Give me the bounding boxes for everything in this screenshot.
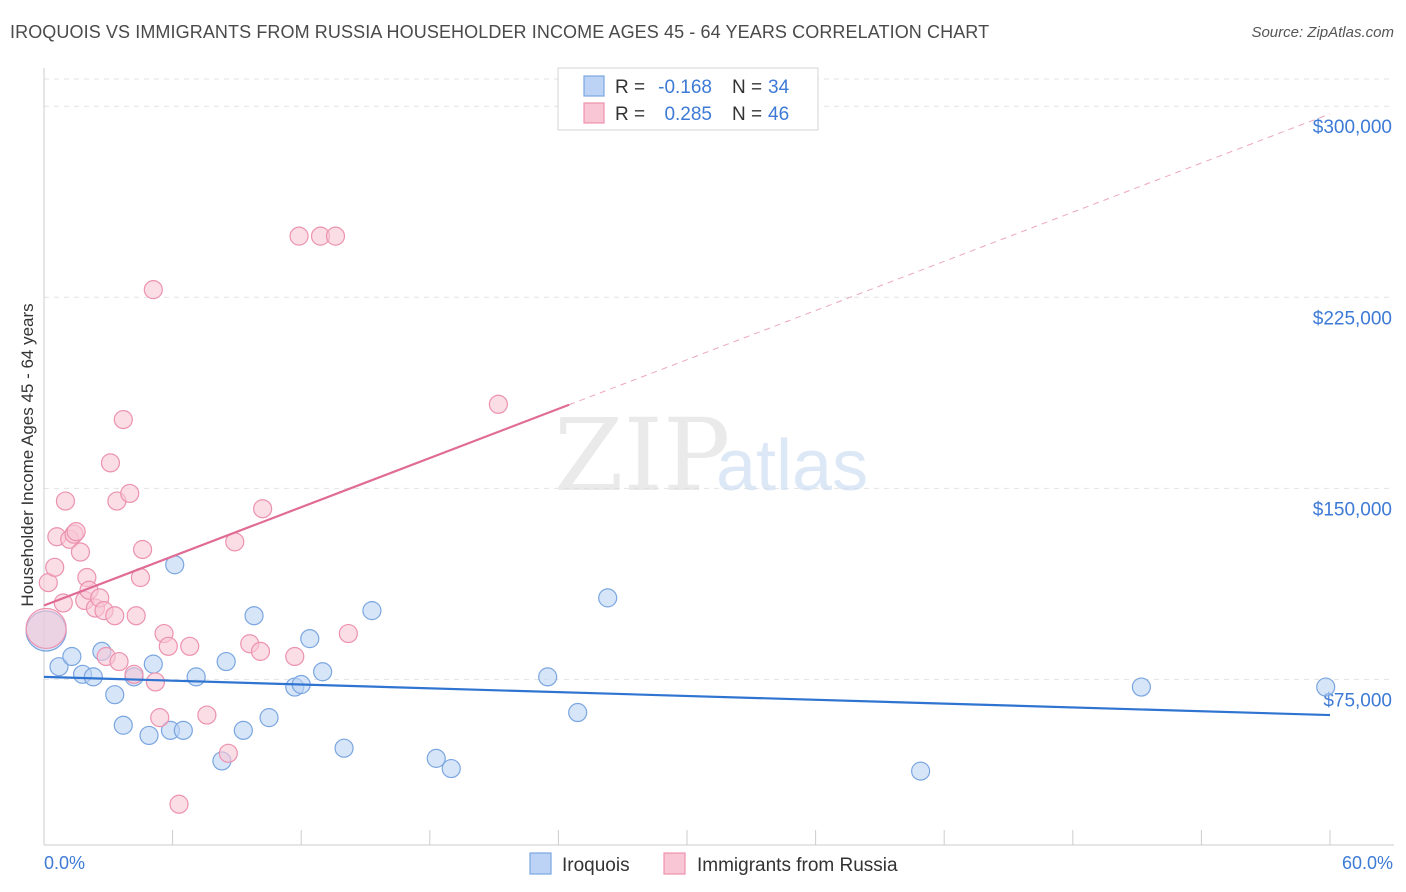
bottom-legend-swatch-iroquois <box>529 852 552 875</box>
russia-point <box>253 499 273 519</box>
iroquois-point <box>62 646 82 667</box>
iroquois-point <box>139 725 159 746</box>
russia-point <box>105 606 125 626</box>
russia-point <box>109 651 129 672</box>
russia-point <box>338 623 358 644</box>
russia-point <box>55 491 76 511</box>
russia-point <box>132 539 153 560</box>
russia-point <box>25 607 67 650</box>
watermark-zip: ZIP <box>554 397 730 514</box>
bottom-legend-label-iroquois: Iroquois <box>562 855 630 876</box>
y-tick-label: $225,000 <box>1313 308 1392 329</box>
russia-point <box>126 606 146 626</box>
legend-n-value: 34 <box>768 77 790 98</box>
y-tick-label: $75,000 <box>1323 690 1392 711</box>
russia-point <box>145 672 166 692</box>
russia-point <box>120 483 140 504</box>
iroquois-point <box>426 748 446 768</box>
legend-r-value: -0.168 <box>658 77 712 98</box>
russia-point <box>285 646 305 667</box>
russia-point <box>197 705 217 725</box>
iroquois-point <box>598 588 618 608</box>
x-tick-label-max: 60.0% <box>1342 853 1393 873</box>
iroquois-point <box>441 758 461 779</box>
iroquois-point <box>233 720 253 740</box>
chart-title: IROQUOIS VS IMMIGRANTS FROM RUSSIA HOUSE… <box>10 22 990 42</box>
iroquois-point <box>300 629 320 649</box>
y-tick-label: $300,000 <box>1313 117 1392 138</box>
russia-point <box>143 280 163 300</box>
iroquois-point <box>538 667 558 687</box>
russia-point <box>100 453 121 473</box>
russia-point <box>113 409 133 430</box>
russia-point <box>70 542 91 562</box>
legend-n-value: 46 <box>768 104 789 125</box>
russia-trend-line <box>43 403 570 607</box>
russia-trend-line-extension <box>568 113 1331 406</box>
russia-point <box>53 593 73 613</box>
legend-r-value: 0.285 <box>664 104 712 125</box>
iroquois-point <box>83 667 103 687</box>
iroquois-point <box>259 708 279 728</box>
legend-swatch-russia <box>583 102 605 124</box>
iroquois-point <box>334 738 354 758</box>
iroquois-point <box>911 761 931 781</box>
x-tick-label-min: 0.0% <box>44 853 85 873</box>
iroquois-point <box>216 651 236 672</box>
russia-point <box>158 636 178 656</box>
legend-r-label: R = <box>615 104 645 125</box>
iroquois-point <box>186 667 206 687</box>
iroquois-point <box>113 715 133 735</box>
iroquois-point <box>143 654 163 674</box>
russia-point <box>488 394 508 414</box>
legend-n-label: N = <box>732 77 762 98</box>
russia-point <box>218 743 238 763</box>
russia-point <box>169 794 189 814</box>
russia-point <box>180 636 200 656</box>
iroquois-point <box>244 606 264 626</box>
iroquois-point <box>105 685 125 705</box>
iroquois-point <box>568 702 588 723</box>
iroquois-trend-line <box>43 675 1331 717</box>
legend-r-label: R = <box>615 77 645 98</box>
russia-point <box>45 557 65 577</box>
russia-point <box>150 708 170 728</box>
iroquois-point <box>362 601 382 621</box>
russia-point <box>250 641 271 661</box>
iroquois-point <box>313 662 333 682</box>
y-tick-label: $150,000 <box>1313 499 1392 520</box>
iroquois-point <box>173 720 193 740</box>
watermark-atlas: atlas <box>716 426 868 506</box>
russia-point <box>66 522 86 542</box>
iroquois-point <box>1316 677 1336 697</box>
legend-n-label: N = <box>732 104 762 125</box>
legend-swatch-iroquois <box>583 75 605 97</box>
russia-point <box>289 226 309 246</box>
source-label: Source: ZipAtlas.com <box>1251 24 1394 41</box>
russia-point <box>325 226 346 246</box>
iroquois-point <box>1131 677 1151 697</box>
bottom-legend-label-russia: Immigrants from Russia <box>697 855 898 876</box>
bottom-legend-swatch-russia <box>663 852 686 875</box>
iroquois-point <box>49 657 69 677</box>
